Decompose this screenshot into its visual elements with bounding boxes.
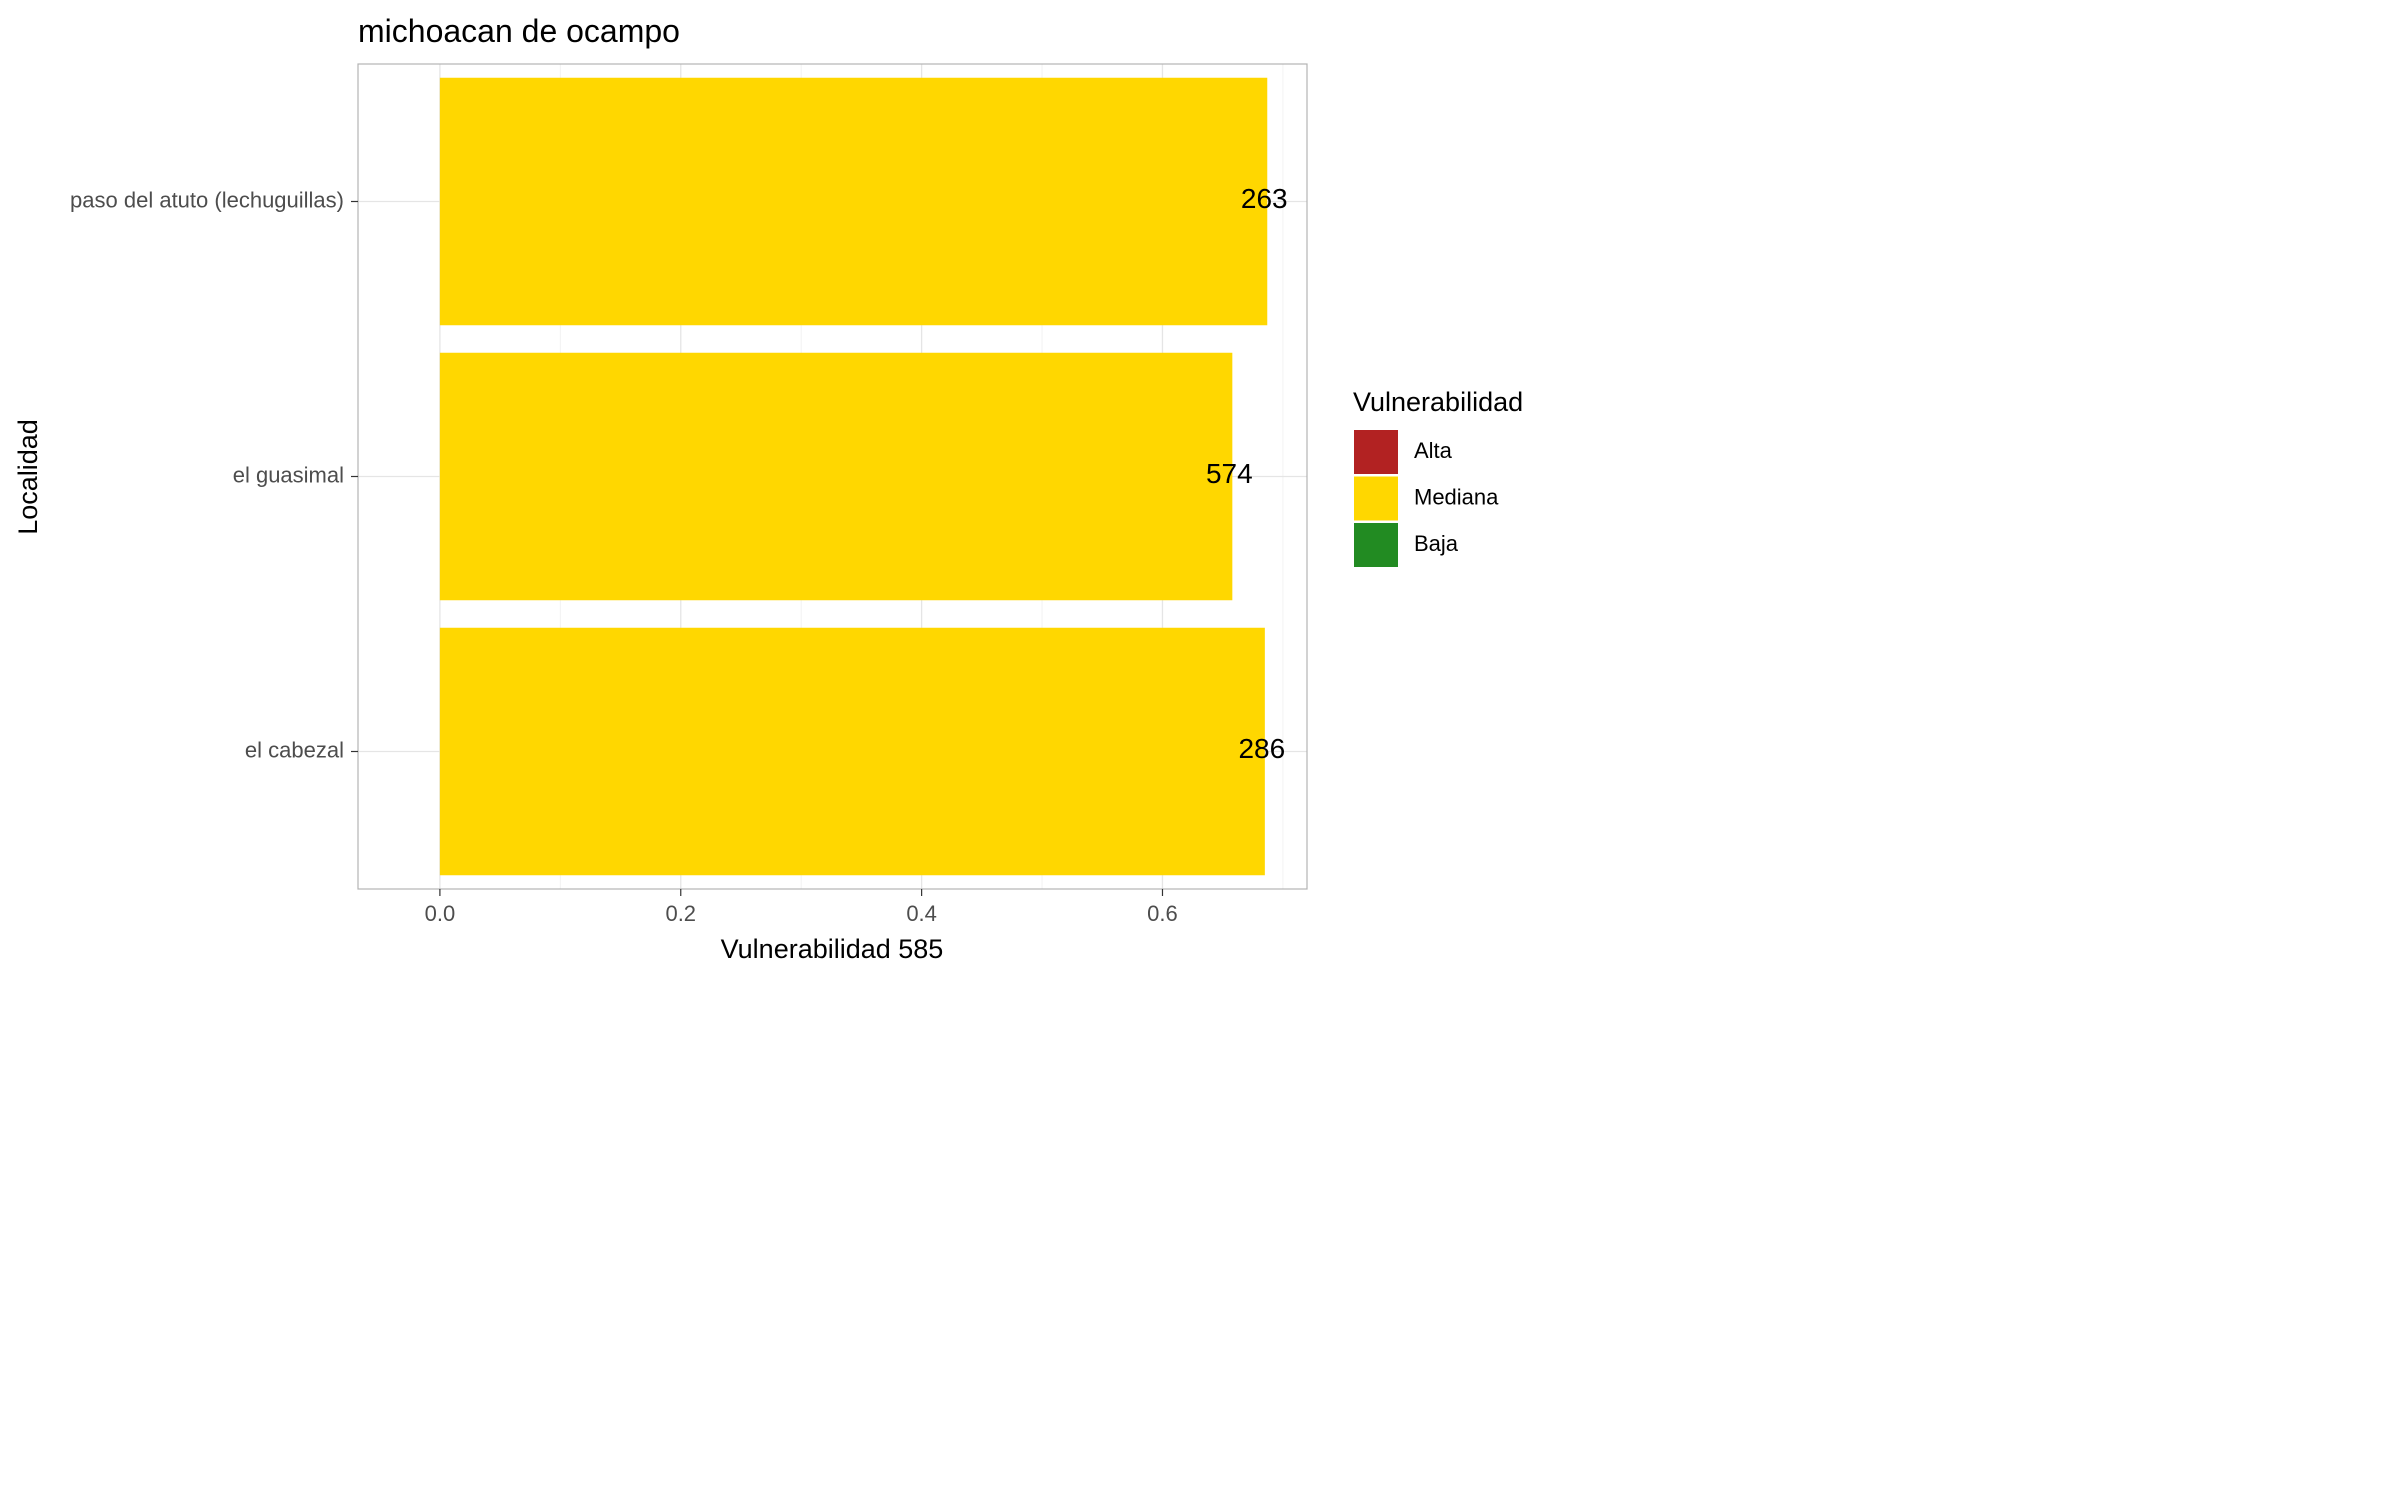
bar-value-label: 263 [1241,183,1288,214]
bar-chart: michoacan de ocampo 263 574 286 paso del a… [13,13,1523,964]
legend-label: Alta [1414,438,1453,463]
y-tick-label: paso del atuto (lechuguillas) [70,187,344,212]
legend-key-baja [1354,523,1398,567]
y-axis-title: Localidad [13,419,43,535]
x-tick-label: 0.6 [1147,901,1178,926]
legend: Vulnerabilidad Alta Mediana Baja [1353,387,1523,567]
bar-value-label: 286 [1238,733,1285,764]
bars [439,77,1268,876]
x-tick-label: 0.0 [425,901,456,926]
legend-label: Mediana [1414,484,1499,509]
bar [439,627,1265,876]
legend-key-alta [1354,430,1398,474]
legend-title: Vulnerabilidad [1353,387,1523,417]
x-tick-label: 0.2 [665,901,696,926]
x-axis-title: Vulnerabilidad 585 [721,934,944,964]
bar [439,352,1233,601]
x-axis: 0.0 0.2 0.4 0.6 [425,889,1178,926]
chart-title: michoacan de ocampo [358,13,680,49]
y-tick-label: el guasimal [233,462,344,487]
legend-label: Baja [1414,531,1459,556]
legend-key-mediana [1354,476,1398,521]
bar-value-label: 574 [1206,458,1253,489]
y-tick-label: el cabezal [245,737,344,762]
chart-container: michoacan de ocampo 263 574 286 paso del a… [0,0,1560,975]
bar-value-labels: 263 574 286 [1206,183,1288,764]
x-tick-label: 0.4 [906,901,937,926]
y-axis: paso del atuto (lechuguillas) el guasimal… [70,187,358,762]
bar [439,77,1268,326]
